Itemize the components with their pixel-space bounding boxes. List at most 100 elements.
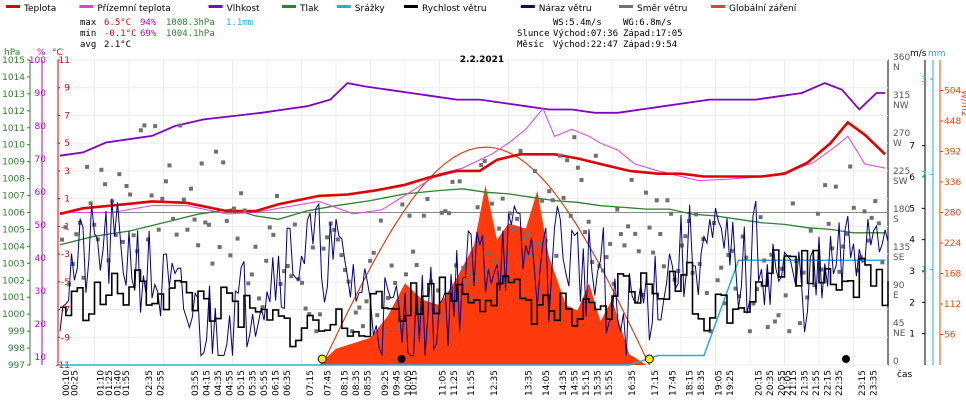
pct-tick-label: 60: [35, 188, 47, 198]
wind-direction-point: [647, 225, 652, 230]
wind-direction-point: [694, 212, 699, 217]
wind-direction-point: [737, 294, 742, 299]
dir-tick-label: 315: [893, 91, 910, 101]
x-tick-label: 21:35: [801, 370, 811, 396]
wind-direction-point: [196, 243, 201, 248]
series-vlhkost: [59, 82, 886, 157]
wind-direction-point: [178, 123, 183, 128]
x-tick-label: 05:55: [260, 370, 270, 396]
moon-set-marker: [397, 355, 406, 363]
wind-direction-point: [282, 269, 287, 274]
wind-direction-point: [257, 296, 262, 301]
hpa-tick-label: 1004: [2, 242, 25, 252]
wind-direction-point: [747, 329, 752, 334]
wind-direction-point: [92, 222, 97, 227]
pct-tick-label: 40: [35, 254, 47, 264]
wind-direction-point: [497, 226, 502, 231]
wind-direction-point: [618, 232, 623, 237]
c-tick-label: -11: [55, 361, 70, 371]
x-tick-label: 15:55: [605, 370, 615, 396]
legend-label: Vlhkost: [227, 4, 260, 14]
wind-direction-point: [382, 329, 387, 334]
x-tick-label: 10:05: [404, 370, 414, 396]
x-tick-label: 20:15: [755, 370, 765, 396]
wind-direction-point: [371, 250, 376, 255]
wind-direction-point: [102, 182, 107, 187]
wind-direction-point: [744, 255, 749, 260]
wind-direction-point: [260, 305, 265, 310]
wind-direction-point: [772, 319, 777, 324]
info-sun-label: Slunce: [517, 29, 550, 39]
hpa-tick-label: 1010: [2, 141, 25, 151]
x-tick-label: 02:55: [157, 370, 167, 396]
wind-direction-point: [590, 260, 595, 265]
wind-direction-point: [583, 230, 588, 235]
wind-direction-point: [719, 265, 724, 270]
wind-direction-point: [726, 253, 731, 258]
wind-direction-point: [142, 123, 147, 128]
wind-direction-point: [418, 306, 423, 311]
wind-direction-point: [837, 269, 842, 274]
wind-direction-point: [271, 232, 276, 237]
wind-direction-point: [704, 290, 709, 295]
hpa-tick-label: 1002: [2, 276, 25, 286]
wind-direction-point: [407, 213, 412, 218]
wind-direction-point: [740, 234, 745, 239]
wm2-tick-label: 280: [944, 209, 961, 219]
wind-direction-point: [289, 274, 294, 279]
wind-direction-point: [224, 218, 229, 223]
wind-direction-point: [554, 253, 559, 258]
pct-tick-label: 20: [35, 320, 47, 330]
wm2-tick-label: 336: [944, 178, 961, 188]
wind-direction-point: [239, 191, 244, 196]
wind-direction-point: [507, 211, 512, 216]
x-tick-label: 11:05: [438, 370, 448, 396]
wind-direction-point: [124, 184, 129, 189]
wind-direction-point: [188, 186, 193, 191]
c-tick-label: 5: [64, 139, 70, 149]
wind-direction-point: [364, 299, 369, 304]
wind-direction-point: [160, 196, 165, 201]
wind-direction-point: [303, 306, 308, 311]
wind-direction-point: [622, 243, 627, 248]
wind-direction-point: [332, 227, 337, 232]
x-tick-label: 15:35: [594, 370, 604, 396]
wind-direction-point: [626, 224, 631, 229]
wind-direction-point: [493, 259, 498, 264]
series-srazky: [60, 259, 886, 366]
x-tick-label: 08:15: [341, 370, 351, 396]
info-moon-label: Měsíc: [517, 40, 544, 50]
x-tick-label: 17:45: [668, 370, 678, 396]
x-tick-label: 18:15: [686, 370, 696, 396]
x-tick-label: 19:25: [726, 370, 736, 396]
legend-swatch: [336, 5, 351, 8]
pct-tick-label: 80: [35, 122, 47, 132]
wind-direction-point: [163, 179, 168, 184]
wind-direction-point: [633, 231, 638, 236]
wind-direction-point: [812, 283, 817, 288]
wind-direction-point: [522, 236, 527, 241]
wind-direction-point: [368, 258, 373, 263]
dir-tick-label: 90: [893, 281, 905, 291]
ms-tick-label: 3: [909, 267, 915, 277]
radiation-max-curve: [321, 146, 650, 366]
wind-direction-point: [751, 301, 756, 306]
info-sun-rise: Východ:07:36: [553, 29, 618, 39]
wind-direction-point: [540, 198, 545, 203]
wind-direction-point: [848, 164, 853, 169]
wind-direction-point: [436, 288, 441, 293]
wind-direction-point: [128, 192, 133, 197]
wind-direction-point: [138, 128, 143, 133]
wind-direction-point: [765, 325, 770, 330]
wind-direction-point: [117, 172, 122, 177]
stats-min-p: 1004.1hPa: [166, 29, 215, 39]
wind-direction-point: [156, 227, 161, 232]
wind-direction-point: [873, 199, 878, 204]
wind-direction-point: [400, 202, 405, 207]
c-tick-label: 3: [64, 167, 70, 177]
stats-min-h: 69%: [140, 29, 157, 39]
wm2-tick-label: 224: [944, 239, 961, 249]
hpa-tick-label: 1000: [2, 310, 25, 320]
hpa-tick-label: 1011: [2, 124, 25, 134]
